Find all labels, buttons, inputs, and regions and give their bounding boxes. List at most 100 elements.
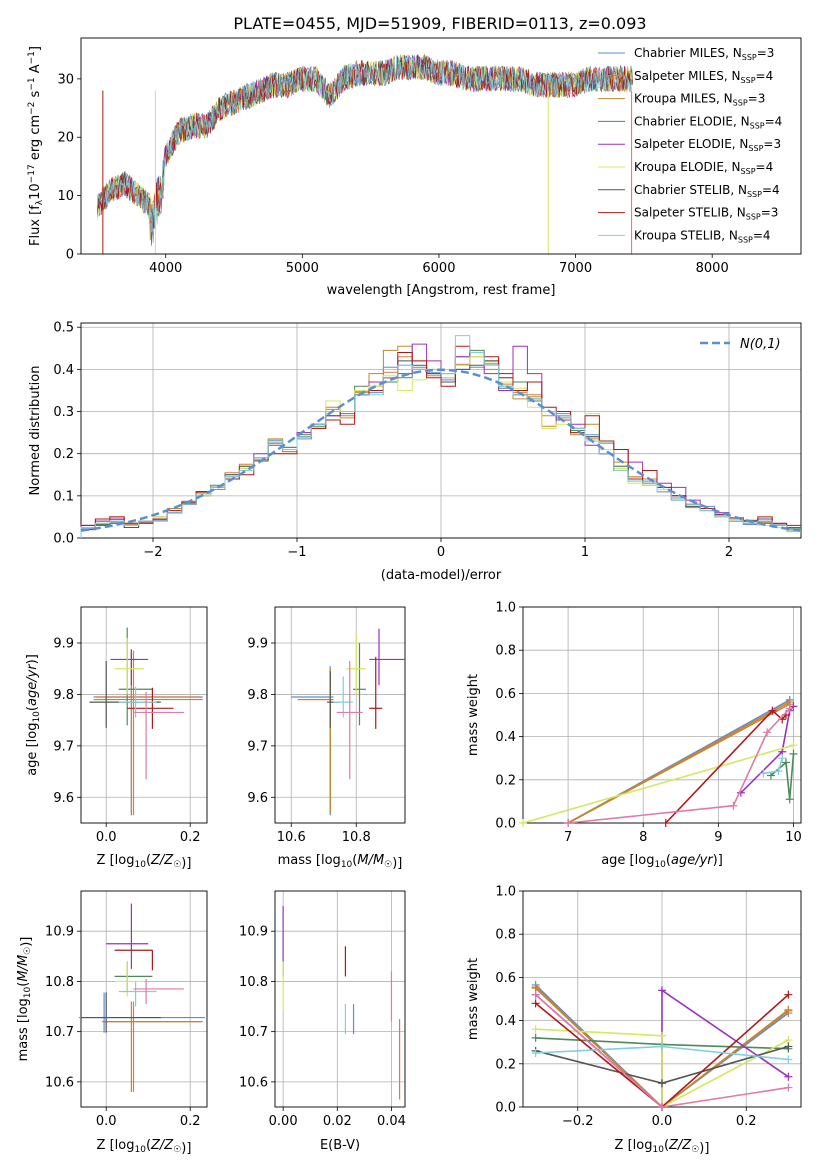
mass_weight_vs_Z-xtick-label: −0.2 xyxy=(562,1114,594,1129)
mass_weight_vs_Z-xtick-label: 0.2 xyxy=(736,1114,757,1129)
mass_weight_vs_age-marker xyxy=(564,819,573,827)
age_vs_Z-ylabel: age [log10(age/yr)] xyxy=(25,654,42,776)
gaussian-curve xyxy=(80,368,802,532)
age_vs_Z-xtick-label: 0.0 xyxy=(96,830,117,845)
mass_weight_vs_Z-marker xyxy=(531,1049,540,1057)
residual_histogram-ytick-label: 0.3 xyxy=(53,405,74,420)
legend-label: Chabrier ELODIE, NSSP=4 xyxy=(634,114,782,130)
spectrum-xtick-label: 8000 xyxy=(696,261,729,276)
age_vs_Z-ytick-label: 9.9 xyxy=(53,637,74,652)
mass_vs_Z-axes: 0.0 0.2 10.6 10.7 10.8 10.9 xyxy=(45,890,208,1129)
mass_vs_ebv-xtick-label: 0.00 xyxy=(269,1114,298,1129)
residual_histogram-ytick-label: 0.5 xyxy=(53,321,74,336)
mass_vs_Z-ylabel: mass [log10(M/M☉)] xyxy=(16,937,34,1062)
residual_histogram-xtick-label: −1 xyxy=(287,545,306,560)
mass_weight_vs_Z-marker xyxy=(531,1033,540,1042)
mass_weight_vs_age-line-kroupa-elodie xyxy=(522,744,794,824)
mass_weight_vs_age-marker xyxy=(778,754,787,763)
mass_weight_vs_Z-marker xyxy=(784,1083,793,1092)
mass_weight_vs_age-marker xyxy=(519,819,527,827)
legend-label: Kroupa STELIB, NSSP=4 xyxy=(634,228,771,244)
spectrum-xtick-label: 7000 xyxy=(559,261,592,276)
mass_weight_vs_Z-marker xyxy=(531,999,540,1008)
age_vs_Z-xlabel: Z [log10(Z/Z☉)] xyxy=(97,853,192,871)
residual_histogram-ytick-label: 0.0 xyxy=(53,532,74,547)
legend-label: Kroupa MILES, NSSP=3 xyxy=(634,92,765,108)
residual_histogram-frame xyxy=(80,322,802,539)
mass_weight_vs_age-ytick-label: 0.4 xyxy=(495,730,516,745)
mass_vs_ebv-xtick-label: 0.04 xyxy=(377,1114,406,1129)
mass_weight_vs_Z-ytick-label: 0.4 xyxy=(495,1014,516,1029)
mass_weight_vs_age-line-pink xyxy=(568,707,791,824)
mass_vs_Z-ytick-label: 10.9 xyxy=(45,925,74,940)
legend-label: Salpeter ELODIE, NSSP=3 xyxy=(634,137,781,153)
age_vs_mass-ytick-label: 9.8 xyxy=(247,688,268,703)
mass_weight_vs_age-ytick-label: 0.0 xyxy=(495,817,516,832)
spectrum-axes: 4000 5000 6000 7000 8000 0 10 20 30 xyxy=(57,37,802,276)
mass_weight_vs_age-ytick-label: 1.0 xyxy=(495,601,516,616)
mass_weight_vs_Z-ytick-label: 0.8 xyxy=(495,928,516,943)
mass_weight_vs_age-marker xyxy=(759,769,768,778)
mass_weight_vs_age-xlabel: age [log10(age/yr)] xyxy=(601,853,723,870)
legend-label: Chabrier MILES, NSSP=3 xyxy=(634,46,774,62)
spectrum-line-kroupa-stelib xyxy=(97,54,633,233)
mass_weight_vs_Z-marker xyxy=(658,1103,666,1111)
mass_weight_vs_age-axes: 7 8 9 10 0.0 0.2 0.4 0.6 0.8 1.0 xyxy=(495,601,801,846)
spectrum-xtick-label: 5000 xyxy=(286,261,319,276)
age_vs_Z-axes: 0.0 0.2 9.6 9.7 9.8 9.9 xyxy=(53,606,208,845)
mass_weight_vs_Z-marker xyxy=(784,1042,793,1051)
mass_weight_vs_age-xtick-label: 9 xyxy=(714,830,722,845)
spectrum-xlabel: wavelength [Angstrom, rest frame] xyxy=(327,283,556,298)
residual_histogram-ytick-label: 0.2 xyxy=(53,447,74,462)
mass_vs_ebv-ytick-label: 10.7 xyxy=(239,1025,268,1040)
spectrum-ytick-label: 10 xyxy=(57,189,74,204)
mass_weight_vs_Z-marker xyxy=(658,1042,666,1051)
residual_histogram-xtick-label: −2 xyxy=(143,545,162,560)
mass_weight_vs_Z-ytick-label: 0.2 xyxy=(495,1057,516,1072)
age_vs_Z-ytick-label: 9.6 xyxy=(53,791,74,806)
mass_weight_vs_age-marker xyxy=(789,741,798,750)
mass_weight_vs_Z-marker xyxy=(784,990,793,999)
residual_histogram-ytick-label: 0.1 xyxy=(53,489,74,504)
mass_weight_vs_Z-marker xyxy=(531,1025,540,1034)
mass_vs_ebv-ytick-label: 10.8 xyxy=(239,975,268,990)
mass_weight_vs_Z-ytick-label: 0.0 xyxy=(495,1101,516,1116)
spectrum-ytick-label: 30 xyxy=(57,72,74,87)
mass_weight_vs_age-marker xyxy=(789,749,798,758)
age_vs_mass-frame xyxy=(274,606,406,824)
legend-label: Chabrier STELIB, NSSP=4 xyxy=(634,183,780,199)
mass_weight_vs_Z-ytick-label: 1.0 xyxy=(495,885,516,900)
mass_vs_ebv-frame xyxy=(274,890,406,1108)
mass_weight_vs_age-ylabel: mass weight xyxy=(466,674,481,756)
mass_weight_vs_Z-marker xyxy=(784,1005,793,1014)
spectrum-ytick-label: 0 xyxy=(66,248,74,263)
residual_histogram-xtick-label: 1 xyxy=(581,545,589,560)
age_vs_Z-ytick-label: 9.8 xyxy=(53,688,74,703)
hist-series-kroupa-stelib xyxy=(80,335,801,538)
residual_histogram-xtick-label: 2 xyxy=(725,545,733,560)
spectrum-ytick-label: 20 xyxy=(57,131,74,146)
mass_weight_vs_age-marker xyxy=(661,819,670,827)
figure-title: PLATE=0455, MJD=51909, FIBERID=0113, z=0… xyxy=(233,14,646,33)
mass_weight_vs_age-ytick-label: 0.2 xyxy=(495,773,516,788)
mass_weight_vs_age-xtick-label: 8 xyxy=(639,830,647,845)
spectrum-xtick-label: 6000 xyxy=(422,261,455,276)
mass_weight_vs_age-marker xyxy=(729,801,738,810)
mass_weight_vs_age-ytick-label: 0.8 xyxy=(495,644,516,659)
age_vs_mass-ytick-label: 9.6 xyxy=(247,791,268,806)
mass_weight_vs_age-marker xyxy=(781,758,790,767)
spectrum-frame xyxy=(80,37,802,255)
age_vs_mass-xtick-label: 10.8 xyxy=(342,830,371,845)
mass_weight_vs_Z-ytick-label: 0.6 xyxy=(495,971,516,986)
hist-ylabel: Normed distribution xyxy=(28,366,43,496)
age_vs_mass-ytick-label: 9.7 xyxy=(247,739,268,754)
mass_weight_vs_Z-xtick-label: 0.0 xyxy=(652,1114,673,1129)
age_vs_mass-xtick-label: 10.6 xyxy=(277,830,306,845)
mass_vs_ebv-xtick-label: 0.02 xyxy=(323,1114,352,1129)
hist-legend-label: N(0,1) xyxy=(740,337,781,352)
age_vs_mass-axes: 10.6 10.8 9.6 9.7 9.8 9.9 xyxy=(247,606,406,845)
mass_weight_vs_Z-marker xyxy=(784,1072,793,1081)
age_vs_Z-frame xyxy=(80,606,208,824)
mass_weight_vs_age-marker xyxy=(768,706,777,715)
